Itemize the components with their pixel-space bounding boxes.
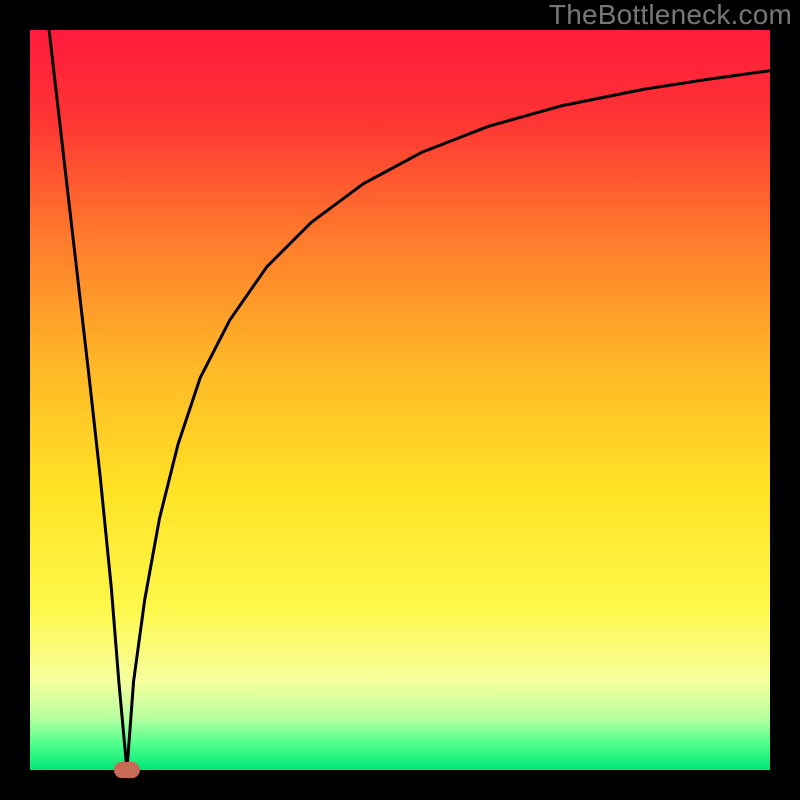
watermark-text: TheBottleneck.com [549, 0, 792, 31]
chart-background-gradient [30, 30, 770, 770]
optimal-point-marker [114, 762, 140, 778]
chart-svg [0, 0, 800, 800]
chart-container: TheBottleneck.com [0, 0, 800, 800]
